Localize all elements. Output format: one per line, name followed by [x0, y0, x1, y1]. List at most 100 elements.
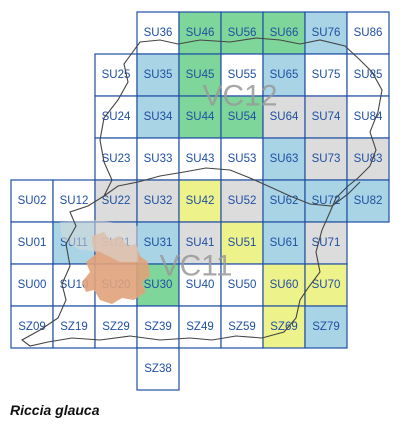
hectad-sz19: SZ19: [52, 305, 96, 349]
hectad-sz29: SZ29: [94, 305, 138, 349]
hectad-cell: [94, 137, 138, 181]
hectad-label: SU52: [228, 195, 257, 207]
hectad-cell: [262, 137, 306, 181]
hectad-cell: [10, 305, 54, 349]
hectad-su35: SU35: [136, 53, 180, 97]
hectad-label: SU71: [312, 237, 341, 249]
hectad-label: SU12: [60, 195, 89, 207]
hectad-label: SU30: [144, 279, 173, 291]
hectad-label: SU55: [228, 69, 257, 81]
hectad-cell: [94, 305, 138, 349]
hectad-cell: [178, 11, 222, 55]
hectad-label: SU32: [144, 195, 173, 207]
hectad-label: SU76: [312, 27, 341, 39]
hectad-su63: SU63: [262, 137, 306, 181]
hectad-label: SU82: [354, 195, 383, 207]
hectad-label: SU34: [144, 111, 173, 123]
hectad-label: SU65: [270, 69, 299, 81]
hectad-cell: [178, 137, 222, 181]
hectad-label: SU45: [186, 69, 215, 81]
hectad-label: SZ19: [60, 321, 88, 333]
hectad-su40: SU40: [178, 263, 222, 307]
hectad-label: SU35: [144, 69, 173, 81]
hectad-label: SZ79: [312, 321, 340, 333]
vc12-label: VC12: [202, 80, 277, 113]
hectad-cell: [136, 347, 180, 391]
hectad-cell: [136, 305, 180, 349]
hectad-sz49: SZ49: [178, 305, 222, 349]
hectad-su00: SU00: [10, 263, 54, 307]
hectad-sz09: SZ09: [10, 305, 54, 349]
hectad-distribution-map: SU36 SU46 SU56 SU66 SU76 SU86 SU25 SU35 SU45 SU55…: [10, 11, 390, 391]
hectad-label: SU62: [270, 195, 299, 207]
hectad-su60: SU60: [262, 263, 306, 307]
hectad-cell: [304, 263, 348, 307]
hectad-cell: [346, 95, 390, 139]
grid-squares: SU36 SU46 SU56 SU66 SU76 SU86 SU25 SU35 SU45 SU55…: [10, 11, 390, 391]
hectad-label: SU10: [60, 279, 89, 291]
hectad-cell: [178, 305, 222, 349]
species-title: Riccia glauca: [10, 402, 100, 418]
hectad-su36: SU36: [136, 11, 180, 55]
hectad-su71: SU71: [304, 221, 348, 265]
hectad-label: SZ09: [18, 321, 46, 333]
hectad-cell: [220, 137, 264, 181]
hectad-label: SU83: [354, 153, 383, 165]
hectad-su72: SU72: [304, 179, 348, 223]
hectad-su25: SU25: [94, 53, 138, 97]
hectad-su55: SU55: [220, 53, 264, 97]
hectad-su34: SU34: [136, 95, 180, 139]
hectad-label: SU60: [270, 279, 299, 291]
hectad-label: SU85: [354, 69, 383, 81]
hectad-label: SU84: [354, 111, 383, 123]
hectad-su42: SU42: [178, 179, 222, 223]
hectad-cell: [136, 179, 180, 223]
hectad-sz69: SZ69: [262, 305, 306, 349]
hectad-cell: [136, 53, 180, 97]
hectad-cell: [304, 221, 348, 265]
hectad-cell: [262, 263, 306, 307]
hectad-cell: [346, 179, 390, 223]
hectad-cell: [262, 305, 306, 349]
hectad-su52: SU52: [220, 179, 264, 223]
hectad-su12: SU12: [52, 179, 96, 223]
hectad-label: SU63: [270, 153, 299, 165]
hectad-label: SU46: [186, 27, 215, 39]
hectad-su46: SU46: [178, 11, 222, 55]
hectad-su66: SU66: [262, 11, 306, 55]
hectad-label: SU50: [228, 279, 257, 291]
hectad-label: SZ59: [228, 321, 256, 333]
hectad-label: SU75: [312, 69, 341, 81]
hectad-label: SU23: [102, 153, 131, 165]
hectad-su53: SU53: [220, 137, 264, 181]
hectad-su01: SU01: [10, 221, 54, 265]
hectad-label: SU02: [18, 195, 47, 207]
hectad-label: SU25: [102, 69, 131, 81]
hectad-label: SU51: [228, 237, 257, 249]
hectad-cell: [220, 221, 264, 265]
hectad-cell: [346, 11, 390, 55]
hectad-label: SU42: [186, 195, 215, 207]
hectad-label: SZ49: [186, 321, 214, 333]
hectad-label: SU43: [186, 153, 215, 165]
hectad-su76: SU76: [304, 11, 348, 55]
hectad-label: SU01: [18, 237, 47, 249]
hectad-cell: [304, 305, 348, 349]
hectad-label: SU44: [186, 111, 215, 123]
hectad-label: SU00: [18, 279, 47, 291]
hectad-sz79: SZ79: [304, 305, 348, 349]
hectad-label: SZ29: [102, 321, 130, 333]
hectad-su45: SU45: [178, 53, 222, 97]
hectad-label: SU54: [228, 111, 257, 123]
hectad-su02: SU02: [10, 179, 54, 223]
hectad-label: SU66: [270, 27, 299, 39]
hectad-label: SU40: [186, 279, 215, 291]
hectad-label: SU73: [312, 153, 341, 165]
hectad-su61: SU61: [262, 221, 306, 265]
hectad-label: SU31: [144, 237, 173, 249]
hectad-cell: [220, 263, 264, 307]
hectad-su51: SU51: [220, 221, 264, 265]
hectad-label: SU53: [228, 153, 257, 165]
county-boundary: [20, 37, 383, 347]
hectad-cell: [304, 53, 348, 97]
